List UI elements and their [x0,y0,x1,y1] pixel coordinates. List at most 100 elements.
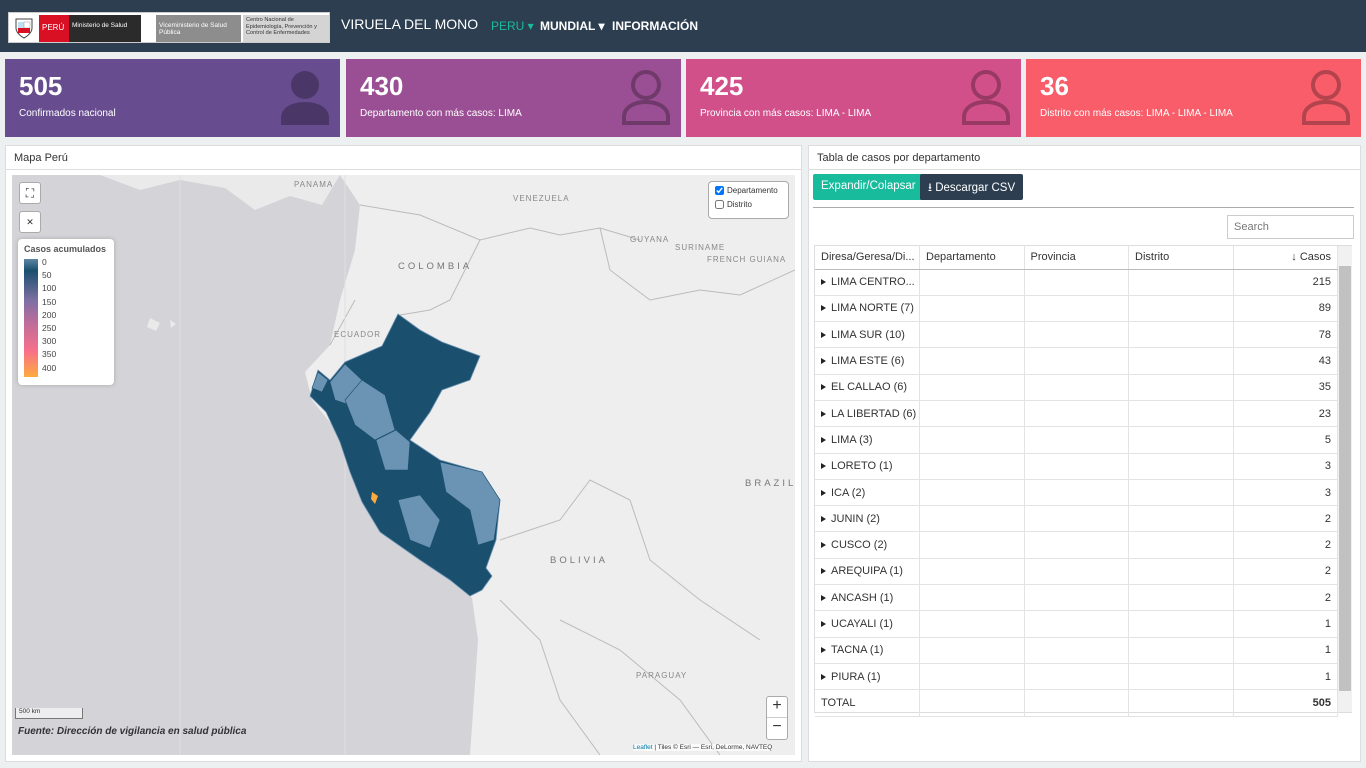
cell-empty [1128,531,1234,559]
cell-name[interactable]: LIMA CENTRO... [815,269,920,296]
layer-checkbox[interactable] [715,200,724,209]
cell-empty [1128,584,1234,612]
cell-empty [919,374,1025,401]
cell-name[interactable]: LIMA ESTE (6) [815,347,920,375]
total-row: TOTAL 505 [815,689,1338,717]
cell-name[interactable]: LIMA SUR (10) [815,321,920,349]
cell-empty [1024,453,1129,480]
cell-name[interactable]: AREQUIPA (1) [815,558,920,586]
column-header[interactable]: Distrito [1128,246,1234,270]
cell-cases: 2 [1233,584,1338,612]
cell-empty [1128,505,1234,533]
cell-name[interactable]: CUSCO (2) [815,531,920,559]
table-row: CUSCO (2) 2 [815,531,1338,559]
column-header[interactable]: Departamento [919,246,1025,270]
expand-button[interactable]: Expandir/Colapsar [813,174,924,200]
nav-peru[interactable]: PERU ▾ [491,19,534,33]
cell-empty [1024,505,1129,533]
cell-empty [1128,610,1234,638]
cell-cases: 23 [1233,400,1338,428]
expand-caret [821,410,826,417]
land [305,175,795,755]
row-name: LIMA SUR (10) [831,328,905,341]
row-name: JUNIN (2) [831,512,880,525]
column-label: Casos [1299,251,1331,264]
cell-name[interactable]: TACNA (1) [815,637,920,664]
download-button[interactable]: ⭳ Descargar CSV [920,174,1024,200]
source-note: Fuente: Dirección de vigilancia en salud… [18,726,247,737]
place-label: SURINAME [675,243,725,252]
header-row: Diresa/Geresa/Di... Departamento Provincia… [815,246,1338,270]
search-input[interactable]: Search [1227,215,1354,239]
place-label: PANAMA [294,180,333,189]
row-name: LIMA NORTE (7) [831,302,914,315]
layer-option[interactable]: Distrito [715,200,752,209]
cell-name[interactable]: LIMA (3) [815,426,920,454]
table-row: LIMA ESTE (6) 43 [815,347,1338,375]
layer-option[interactable]: Departamento [715,186,778,195]
cell-empty [919,426,1025,454]
table-row: LORETO (1) 3 [815,453,1338,480]
cases-table: Diresa/Geresa/Di... Departamento Provincia… [815,246,1338,717]
reset-button[interactable]: ✕ [19,211,41,233]
cell-name[interactable]: ICA (2) [815,479,920,507]
nav-mundial[interactable]: MUNDIAL ▾ [540,19,605,33]
place-label: ECUADOR [334,330,381,339]
scroll-thumb[interactable] [1339,266,1351,691]
expand-caret [821,647,826,654]
cell-name[interactable]: EL CALLAO (6) [815,374,920,401]
cell-empty [1024,584,1129,612]
zoom-in[interactable]: + [767,697,787,718]
cell-empty [919,321,1025,349]
row-name: LORETO (1) [831,460,893,473]
legend-tick: 400 [42,362,57,373]
attribution-link[interactable]: Leaflet [633,744,653,751]
map[interactable]: PANAMA VENEZUELA GUYANA SURINAME FRENCH … [12,175,795,755]
cell-empty [1024,531,1129,559]
row-name: ANCASH (1) [831,591,894,604]
zoom-out[interactable]: − [772,718,782,735]
column-header[interactable]: Provincia [1024,246,1129,270]
cell-empty [1024,479,1129,507]
stat-label: Confirmados nacional [19,108,116,119]
column-header[interactable]: Diresa/Geresa/Di... [815,246,920,270]
scrollbar [1338,246,1352,712]
logo-vice: Viceministerio de Salud Pública [156,15,241,42]
cell-empty [919,479,1025,507]
logo: PERÚ Ministerio de Salud Viceministerio … [8,12,330,43]
cell-cases: 3 [1233,453,1338,480]
cell-name[interactable]: JUNIN (2) [815,505,920,533]
cell-cases: 78 [1233,321,1338,349]
logo-center: Centro Nacional de Epidemiología, Preven… [243,15,329,42]
layer-checkbox[interactable] [715,186,724,195]
cell-name[interactable]: LIMA NORTE (7) [815,295,920,323]
cell-empty [1128,400,1234,428]
expand-caret [821,384,826,391]
cell-name[interactable]: LORETO (1) [815,453,920,480]
table-row: EL CALLAO (6) 35 [815,374,1338,401]
table-row: PIURA (1) 1 [815,663,1338,691]
place-label: COLOMBIA [398,261,472,272]
row-name: CUSCO (2) [831,539,888,552]
stat-card: 505 Confirmados nacional [5,59,340,137]
cell-empty [1128,689,1234,717]
nav-info[interactable]: INFORMACIÓN [612,19,698,33]
layer-control: Departamento Distrito [708,181,789,219]
cell-name[interactable]: ANCASH (1) [815,584,920,612]
shield-icon [15,18,33,39]
fullscreen-button[interactable]: ⛶ [19,182,41,204]
row-name: TACNA (1) [831,644,884,657]
cell-empty [1024,400,1129,428]
stat-card: 430 Departamento con más casos: LIMA [346,59,681,137]
row-name: PIURA (1) [831,670,881,683]
cell-name[interactable]: PIURA (1) [815,663,920,691]
cell-cases: 2 [1233,558,1338,586]
cell-name[interactable]: UCAYALI (1) [815,610,920,638]
cell-empty [919,558,1025,586]
row-name: AREQUIPA (1) [831,565,903,578]
column-header[interactable]: ↓ Casos [1233,246,1338,270]
cell-name[interactable]: LA LIBERTAD (6) [815,400,920,428]
cell-empty [1128,295,1234,323]
cell-empty [1128,426,1234,454]
cell-empty [1024,426,1129,454]
